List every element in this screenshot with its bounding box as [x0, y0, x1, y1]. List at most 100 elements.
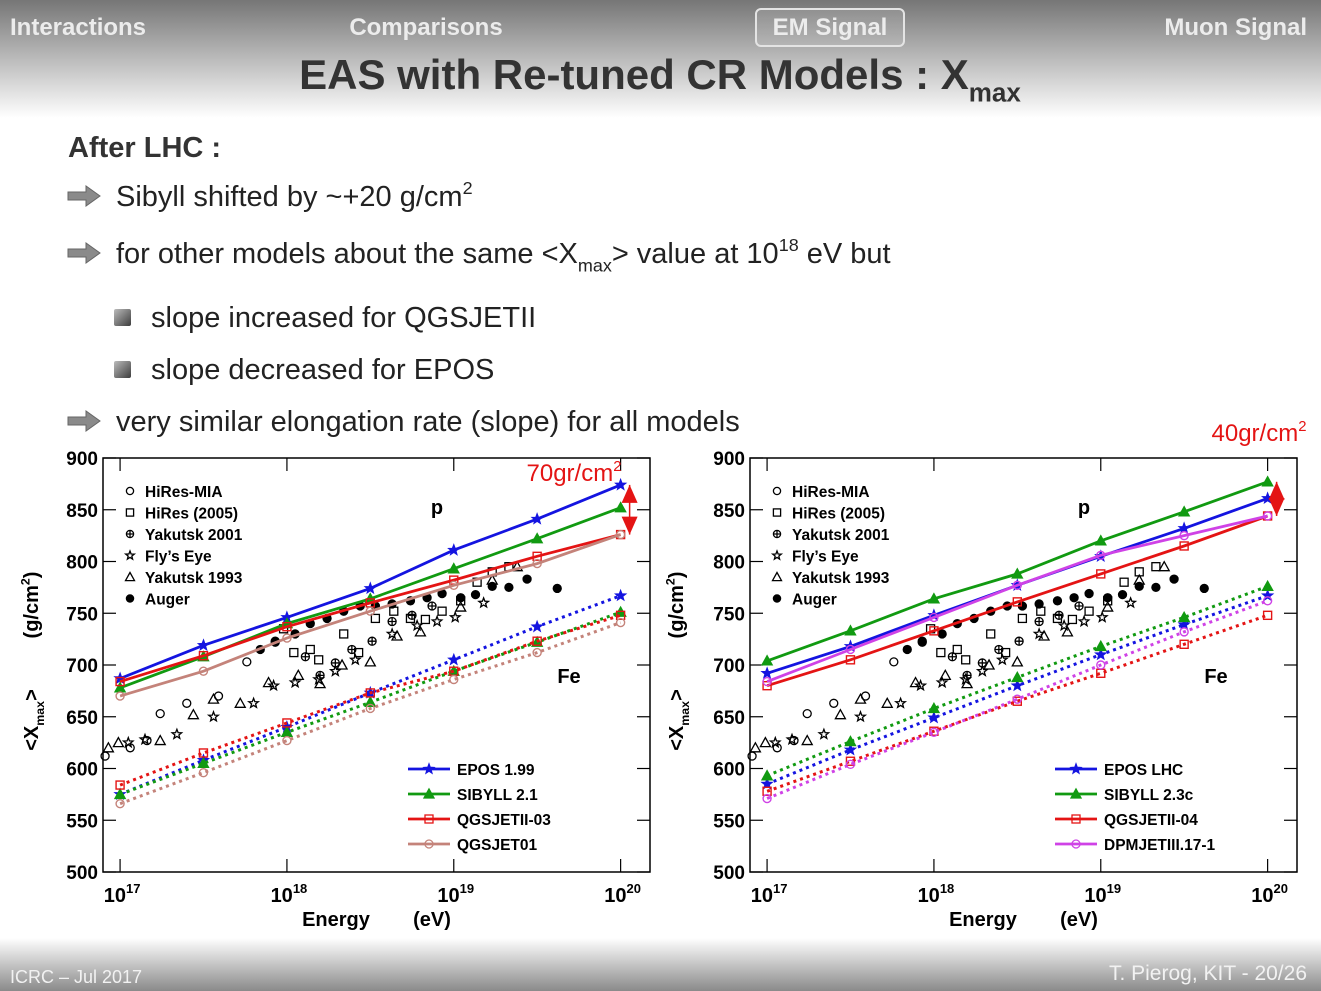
- marker-star: [266, 678, 281, 692]
- marker-square: [289, 647, 299, 658]
- marker-circle: [772, 486, 782, 496]
- marker-square: [961, 655, 971, 665]
- marker-circle: [829, 698, 839, 708]
- legend-label: Fly’s Eye: [145, 549, 212, 566]
- marker-circle: [762, 676, 772, 687]
- sup: 2: [1298, 419, 1306, 435]
- x-tick-exponent: 17: [773, 881, 787, 896]
- spread-arrow-head: [621, 484, 638, 503]
- x-tick-exponent: 18: [293, 881, 307, 896]
- nav-item[interactable]: Comparisons: [349, 14, 502, 41]
- y-tick-label: 850: [713, 501, 745, 522]
- x-tick-exponent: 19: [460, 881, 474, 896]
- marker-triangle: [834, 708, 847, 720]
- marker-triangle: [1037, 629, 1051, 641]
- marker-star: [246, 696, 261, 709]
- proton-line: [766, 514, 1268, 683]
- marker-cross-circle: [772, 529, 782, 539]
- marker-circle: [1262, 511, 1273, 521]
- sup: 2: [664, 578, 678, 585]
- proton-line: [119, 533, 621, 683]
- marker-circle: [365, 703, 375, 714]
- marker-dot: [552, 583, 562, 594]
- marker-triangle: [447, 562, 460, 574]
- marker-square: [1179, 541, 1189, 551]
- legend-label: Auger: [792, 592, 837, 609]
- nav-item[interactable]: Muon Signal: [1164, 14, 1307, 41]
- legend-label: HiRes (2005): [145, 506, 238, 523]
- marker-dot: [772, 594, 782, 603]
- marker-dot: [1103, 593, 1113, 603]
- y-tick-label: 500: [713, 863, 745, 884]
- marker-triangle: [881, 696, 894, 708]
- marker-square: [772, 508, 782, 517]
- text-part: eV but: [799, 238, 891, 270]
- y-tick-label: 500: [66, 863, 98, 884]
- marker-star: [760, 666, 774, 679]
- text-part: slope decreased for EPOS: [151, 354, 494, 386]
- marker-cross-circle: [387, 616, 397, 627]
- marker-triangle: [801, 734, 814, 746]
- x-tick-base: 10: [271, 885, 293, 907]
- marker-dot: [1052, 596, 1063, 606]
- y-tick-label: 850: [66, 501, 98, 522]
- text-part: (g/cm: [666, 585, 688, 638]
- legend-label: HiRes (2005): [792, 506, 885, 523]
- marker-dot: [504, 582, 514, 593]
- curve-label: Fe: [557, 666, 580, 688]
- marker-triangle: [112, 736, 125, 748]
- marker-star: [995, 652, 1009, 666]
- y-tick-label: 900: [713, 449, 745, 470]
- marker-star: [1077, 614, 1091, 628]
- marker-circle: [1071, 839, 1081, 849]
- nav-item[interactable]: Interactions: [10, 14, 146, 41]
- marker-square: [1119, 577, 1129, 587]
- y-tick-label: 650: [713, 708, 745, 729]
- x-axis-label: (eV): [413, 909, 451, 931]
- y-tick-label: 750: [713, 604, 745, 625]
- marker-circle: [449, 674, 459, 685]
- marker-cross-circle: [367, 636, 377, 646]
- marker-triangle: [760, 769, 774, 781]
- marker-square: [532, 551, 542, 562]
- marker-cross-circle: [1074, 601, 1084, 611]
- curve-label: p: [431, 497, 443, 519]
- x-tick-label: 1017: [104, 881, 141, 907]
- marker-triangle: [390, 629, 404, 641]
- marker-circle: [1012, 580, 1022, 591]
- footer-left: ICRC – Jul 2017: [10, 967, 142, 987]
- marker-star: [1260, 588, 1275, 602]
- bullet-text: slope decreased for EPOS: [151, 354, 494, 386]
- marker-circle: [1096, 550, 1106, 560]
- marker-star: [530, 512, 544, 525]
- marker-circle: [282, 735, 292, 746]
- legend-label: EPOS 1.99: [457, 762, 535, 779]
- marker-star: [843, 742, 858, 756]
- marker-cross-circle: [125, 529, 135, 539]
- marker-star: [1057, 618, 1071, 632]
- marker-star: [935, 675, 949, 689]
- legend-label: HiRes-MIA: [792, 484, 870, 501]
- spread-arrow-head: [1268, 481, 1285, 500]
- marker-triangle: [927, 592, 941, 604]
- marker-triangle: [197, 756, 210, 769]
- marker-star: [447, 652, 461, 666]
- x-tick-label: 1018: [918, 881, 955, 907]
- marker-triangle: [1094, 639, 1107, 652]
- marker-star: [448, 610, 462, 623]
- marker-circle: [115, 798, 125, 809]
- marker-square: [314, 655, 324, 665]
- marker-circle: [1262, 596, 1273, 606]
- marker-square: [1084, 606, 1094, 616]
- marker-triangle: [749, 741, 762, 753]
- sup: 18: [779, 235, 799, 255]
- marker-dot: [1199, 583, 1209, 594]
- spread-arrow-head: [1268, 497, 1285, 516]
- marker-star: [760, 777, 774, 790]
- marker-star: [613, 588, 628, 602]
- marker-star: [913, 678, 928, 692]
- marker-triangle: [927, 702, 941, 714]
- marker-dot: [1169, 574, 1179, 584]
- nav-item[interactable]: EM Signal: [773, 14, 888, 41]
- marker-star: [422, 762, 436, 775]
